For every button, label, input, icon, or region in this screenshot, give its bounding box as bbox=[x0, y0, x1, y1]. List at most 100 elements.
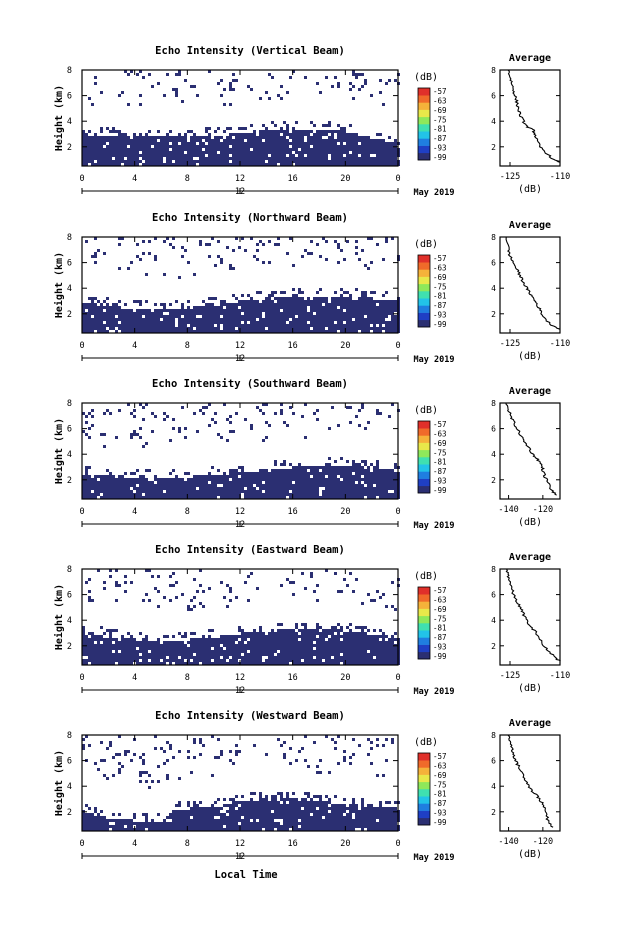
echo-cell bbox=[190, 327, 193, 330]
echo-cell bbox=[286, 656, 289, 659]
echo-cell bbox=[91, 324, 94, 327]
echo-cell bbox=[154, 484, 157, 487]
echo-cell bbox=[118, 130, 121, 133]
echo-cell bbox=[283, 641, 286, 644]
echo-cell bbox=[175, 647, 178, 650]
echo-cell bbox=[133, 154, 136, 157]
echo-cell bbox=[367, 330, 370, 333]
echo-cell bbox=[229, 493, 232, 496]
echo-cell bbox=[310, 139, 313, 142]
echo-cell bbox=[184, 472, 187, 475]
echo-cell bbox=[94, 493, 97, 496]
echo-cell bbox=[94, 327, 97, 330]
echo-cell bbox=[208, 148, 211, 151]
echo-cell bbox=[145, 487, 148, 490]
echo-cell bbox=[154, 487, 157, 490]
echo-cell bbox=[232, 145, 235, 148]
echo-cell bbox=[250, 324, 253, 327]
echo-cell bbox=[301, 469, 304, 472]
echo-cell bbox=[361, 406, 364, 409]
echo-cell bbox=[220, 303, 223, 306]
echo-cell bbox=[325, 124, 328, 127]
echo-cell bbox=[232, 303, 235, 306]
echo-cell bbox=[292, 635, 295, 638]
echo-cell bbox=[130, 145, 133, 148]
echo-cell bbox=[91, 644, 94, 647]
echo-cell bbox=[100, 130, 103, 133]
echo-cell bbox=[379, 133, 382, 136]
echo-cell bbox=[295, 638, 298, 641]
echo-cell bbox=[358, 653, 361, 656]
echo-cell bbox=[121, 154, 124, 157]
echo-cell bbox=[217, 650, 220, 653]
echo-cell bbox=[208, 327, 211, 330]
echo-cell bbox=[256, 653, 259, 656]
echo-cell bbox=[238, 466, 241, 469]
echo-cell bbox=[313, 650, 316, 653]
echo-cell bbox=[268, 157, 271, 160]
echo-cell bbox=[385, 240, 388, 243]
echo-cell bbox=[271, 487, 274, 490]
echo-cell bbox=[175, 139, 178, 142]
echo-cell bbox=[238, 490, 241, 493]
echo-cell bbox=[292, 490, 295, 493]
echo-cell bbox=[160, 315, 163, 318]
echo-cell bbox=[331, 650, 334, 653]
echo-cell bbox=[94, 647, 97, 650]
colorbar-tick-label: -75 bbox=[433, 115, 447, 124]
echo-cell bbox=[142, 484, 145, 487]
echo-cell bbox=[196, 641, 199, 644]
echo-cell bbox=[349, 638, 352, 641]
echo-cell bbox=[130, 478, 133, 481]
echo-cell bbox=[313, 318, 316, 321]
echo-cell bbox=[304, 436, 307, 439]
echo-cell bbox=[274, 157, 277, 160]
echo-cell bbox=[280, 650, 283, 653]
echo-cell bbox=[88, 653, 91, 656]
echo-cell bbox=[193, 650, 196, 653]
echo-cell bbox=[247, 148, 250, 151]
echo-cell bbox=[154, 139, 157, 142]
echo-cell bbox=[271, 635, 274, 638]
echo-cell bbox=[208, 484, 211, 487]
echo-cell bbox=[241, 294, 244, 297]
echo-cell bbox=[223, 490, 226, 493]
echo-cell bbox=[367, 309, 370, 312]
echo-cell bbox=[307, 481, 310, 484]
echo-cell bbox=[268, 294, 271, 297]
echo-cell bbox=[262, 318, 265, 321]
echo-cell bbox=[190, 136, 193, 139]
echo-cell bbox=[97, 318, 100, 321]
echo-cell bbox=[358, 318, 361, 321]
echo-cell bbox=[385, 653, 388, 656]
echo-cell bbox=[121, 321, 124, 324]
echo-cell bbox=[346, 647, 349, 650]
echo-cell bbox=[313, 139, 316, 142]
echo-cell bbox=[127, 647, 130, 650]
echo-cell bbox=[322, 466, 325, 469]
echo-cell bbox=[322, 641, 325, 644]
echo-cell bbox=[280, 151, 283, 154]
echo-cell bbox=[379, 303, 382, 306]
echo-cell bbox=[88, 807, 91, 810]
echo-cell bbox=[292, 647, 295, 650]
echo-cell bbox=[106, 487, 109, 490]
echo-cell bbox=[391, 653, 394, 656]
y-axis-label: Height (km) bbox=[53, 584, 65, 650]
echo-cell bbox=[94, 822, 97, 825]
echo-cell bbox=[106, 303, 109, 306]
echo-cell bbox=[325, 306, 328, 309]
echo-cell bbox=[88, 97, 91, 100]
echo-cell bbox=[112, 327, 115, 330]
echo-cell bbox=[109, 653, 112, 656]
echo-cell bbox=[250, 496, 253, 499]
echo-cell bbox=[301, 656, 304, 659]
echo-cell bbox=[91, 659, 94, 662]
echo-cell bbox=[376, 327, 379, 330]
echo-cell bbox=[391, 312, 394, 315]
echo-cell bbox=[391, 478, 394, 481]
echo-cell bbox=[322, 148, 325, 151]
echo-cell bbox=[220, 662, 223, 665]
echo-cell bbox=[106, 644, 109, 647]
echo-cell bbox=[202, 496, 205, 499]
